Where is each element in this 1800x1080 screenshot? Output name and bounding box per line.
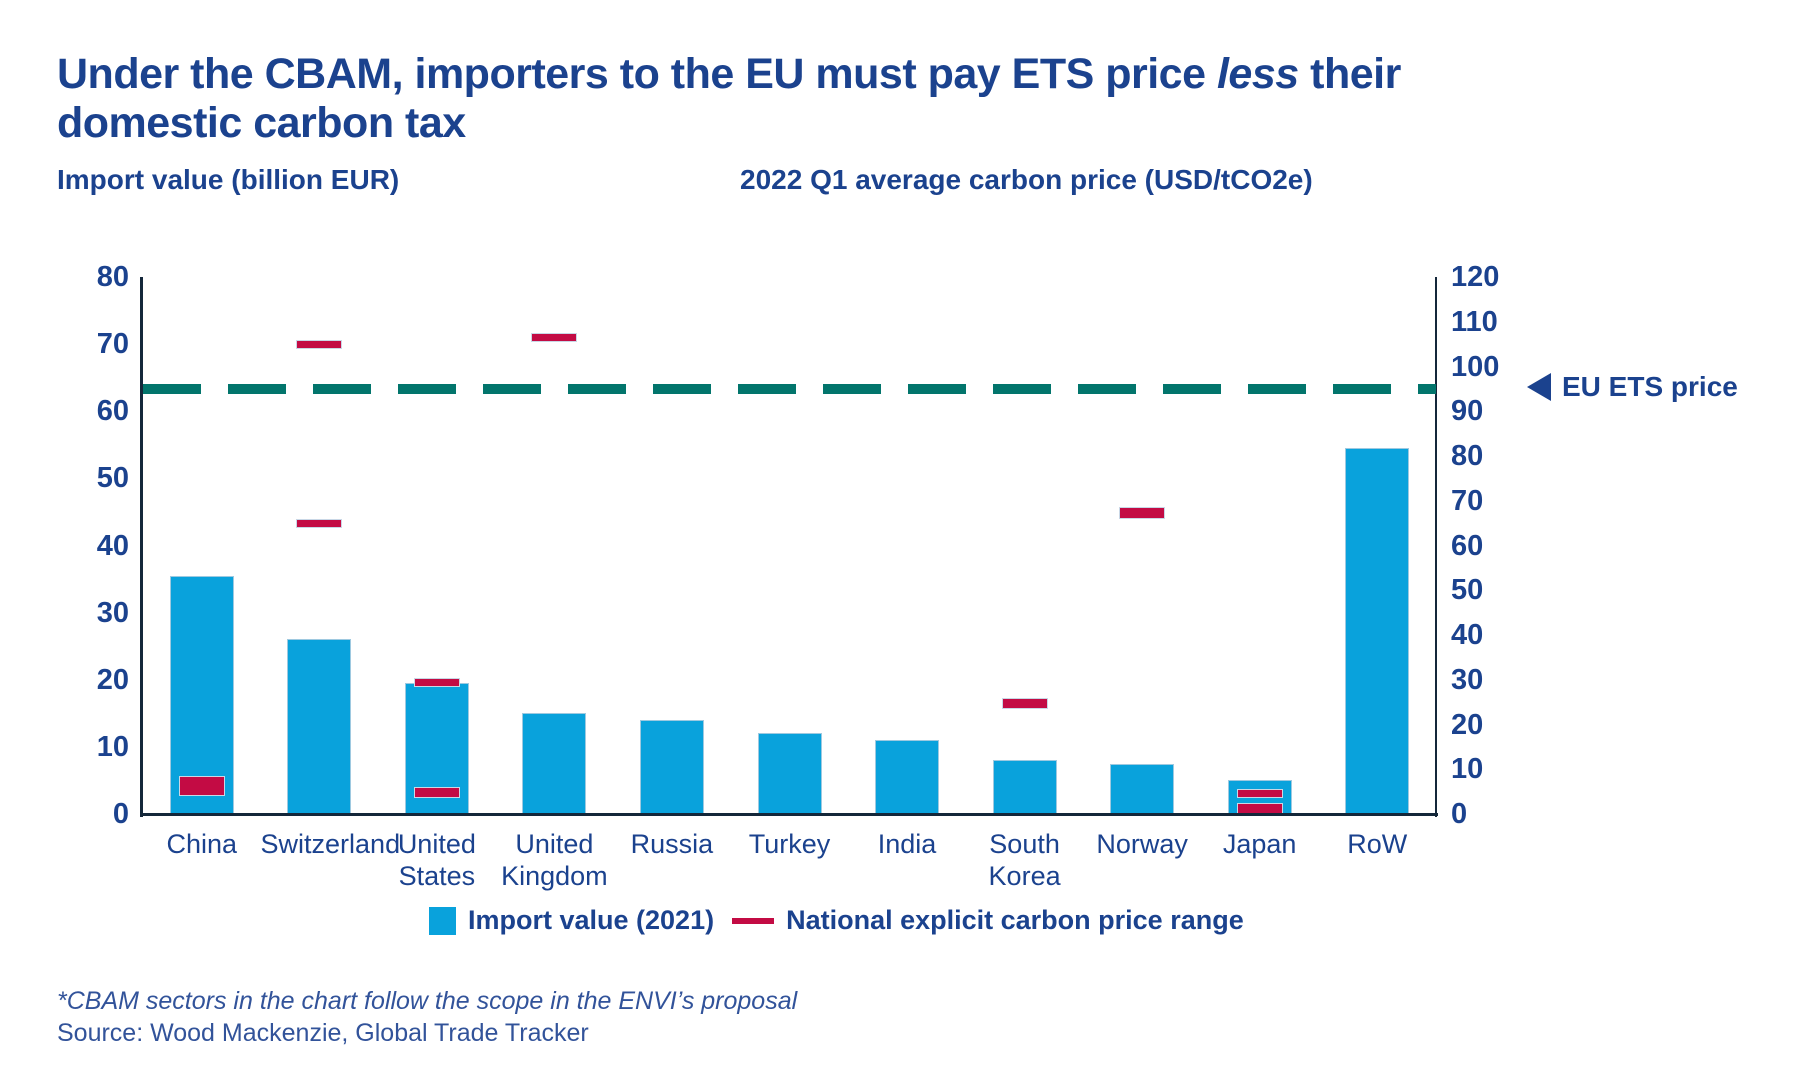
left-axis-tick-20: 20 (96, 663, 129, 696)
eu-ets-price-text: EU ETS price (1562, 370, 1738, 402)
bar-india (875, 740, 940, 814)
legend-bar-swatch (429, 906, 456, 935)
bar-russia (639, 720, 704, 814)
legend-range-label: National explicit carbon price range (786, 905, 1244, 935)
category-label-russia: Russia (630, 829, 714, 859)
category-label-india: India (877, 829, 937, 859)
right-axis-tick-20: 20 (1451, 708, 1484, 741)
right-axis-tick-100: 100 (1451, 350, 1500, 383)
right-axis-tick-50: 50 (1451, 574, 1484, 607)
price-range-mark-china-0 (178, 775, 225, 797)
bar-norway (1110, 763, 1175, 814)
right-axis-tick-40: 40 (1451, 619, 1484, 651)
category-label-switzerland: Switzerland (260, 829, 401, 859)
right-axis-tick-70: 70 (1451, 484, 1484, 517)
left-axis-tick-0: 0 (112, 798, 129, 830)
left-axis-tick-10: 10 (96, 730, 129, 763)
right-axis-tick-120: 120 (1451, 261, 1500, 293)
price-range-mark-switzerland-1 (296, 339, 343, 349)
bar-row (1345, 448, 1410, 814)
category-label-turkey: Turkey (748, 829, 831, 859)
title-emphasis: less (1216, 50, 1299, 98)
eu-ets-price-label: EU ETS price (1527, 371, 1738, 403)
left-axis-tick-50: 50 (96, 462, 129, 495)
category-label-united-states: United States (397, 829, 476, 891)
category-label-china: China (166, 829, 238, 859)
right-axis-tick-90: 90 (1451, 395, 1484, 428)
left-axis-tick-70: 70 (96, 328, 129, 361)
title-post: their domestic carbon tax (57, 50, 1401, 147)
right-y-axis-line (1435, 277, 1437, 817)
price-range-mark-switzerland-0 (296, 518, 343, 528)
price-range-mark-norway-0 (1119, 507, 1166, 519)
price-range-mark-united-kingdom-0 (531, 332, 578, 342)
legend-range-swatch (732, 917, 775, 924)
legend: Import value (2021) National explicit ca… (429, 905, 1244, 936)
category-label-norway: Norway (1096, 829, 1188, 859)
category-label-row: RoW (1347, 829, 1408, 859)
category-label-south-korea: South Korea (988, 829, 1061, 891)
left-axis-title: Import value (billion EUR) (57, 164, 400, 195)
x-axis-line (140, 813, 1438, 816)
bar-south-korea (992, 760, 1057, 814)
left-axis-tick-40: 40 (96, 529, 129, 562)
right-axis-title: 2022 Q1 average carbon price (USD/tCO2e) (740, 164, 1313, 195)
chart-plot-area: 80 70 60 50 40 30 20 10 0 120 110 100 90 80 70 60 50 40 3… (97, 261, 1738, 891)
right-axis-tick-80: 80 (1451, 440, 1484, 472)
right-axis-tick-60: 60 (1451, 529, 1484, 562)
right-axis-tick-0: 0 (1451, 798, 1468, 830)
left-axis-tick-30: 30 (96, 596, 129, 629)
legend-bar-label: Import value (2021) (468, 905, 715, 935)
chart-title: Under the CBAM, importers to the EU must… (57, 50, 1517, 148)
bar-china (169, 575, 234, 814)
category-label-united-kingdom: United Kingdom (501, 829, 608, 891)
footnote-source: Source: Wood Mackenzie, Global Trade Tra… (57, 1019, 589, 1047)
left-arrow-icon (1527, 372, 1551, 401)
right-axis-tick-110: 110 (1451, 305, 1498, 338)
left-y-axis-line (140, 277, 143, 817)
title-pre: Under the CBAM, importers to the EU must… (57, 50, 1217, 98)
bar-turkey (757, 733, 822, 814)
right-axis-tick-30: 30 (1451, 663, 1484, 696)
price-range-mark-united-states-1 (413, 787, 460, 799)
price-range-mark-united-states-0 (413, 677, 460, 687)
left-axis-tick-80: 80 (96, 261, 129, 293)
left-axis-tick-60: 60 (96, 395, 129, 428)
bar-switzerland (287, 639, 352, 814)
price-range-mark-south-korea-0 (1001, 697, 1048, 709)
eu-ets-reference-line (143, 383, 1436, 394)
category-label-japan: Japan (1222, 829, 1297, 859)
bar-united-kingdom (522, 713, 587, 814)
footnote-cbam-scope: *CBAM sectors in the chart follow the sc… (57, 987, 798, 1015)
right-axis-tick-10: 10 (1451, 753, 1484, 786)
price-range-mark-japan-0 (1236, 789, 1283, 799)
